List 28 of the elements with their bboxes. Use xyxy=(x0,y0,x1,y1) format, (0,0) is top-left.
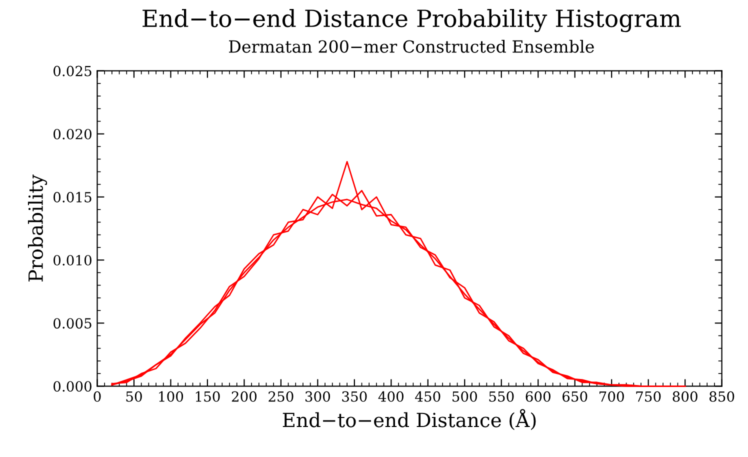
x-tick-label: 200 xyxy=(232,391,257,402)
chart-subtitle: Dermatan 200−mer Constructed Ensemble xyxy=(229,40,594,53)
x-tick-label: 500 xyxy=(452,391,477,402)
x-tick-label: 400 xyxy=(378,391,404,402)
chart-title: End−to−end Distance Probability Histogram xyxy=(142,8,681,32)
x-tick-label: 100 xyxy=(159,391,184,402)
x-tick-label: 700 xyxy=(600,391,624,402)
x-tick-label: 550 xyxy=(489,391,514,402)
x-tick-label: 150 xyxy=(196,391,220,402)
x-tick-label: 0 xyxy=(94,391,101,402)
x-tick-label: 350 xyxy=(342,391,367,402)
x-tick-label: 750 xyxy=(636,391,661,402)
y-tick-label: 0.015 xyxy=(54,192,92,202)
x-tick-label: 650 xyxy=(562,391,588,402)
x-tick-label: 300 xyxy=(305,391,330,402)
y-tick-label: 0.025 xyxy=(54,66,92,76)
y-tick-label: 0.000 xyxy=(54,381,92,392)
y-tick-label: 0.010 xyxy=(54,255,92,266)
x-tick-label: 250 xyxy=(268,391,294,402)
x-tick-label: 50 xyxy=(126,391,142,402)
x-axis-title: End−to−end Distance (Å) xyxy=(282,409,536,430)
y-tick-label: 0.005 xyxy=(54,318,92,329)
y-axis-title: Probability xyxy=(28,174,48,282)
y-tick-label: 0.020 xyxy=(54,128,92,140)
x-tick-label: 850 xyxy=(709,391,734,402)
x-tick-label: 800 xyxy=(672,391,698,402)
x-tick-label: 600 xyxy=(526,391,550,402)
x-tick-label: 450 xyxy=(415,391,440,402)
